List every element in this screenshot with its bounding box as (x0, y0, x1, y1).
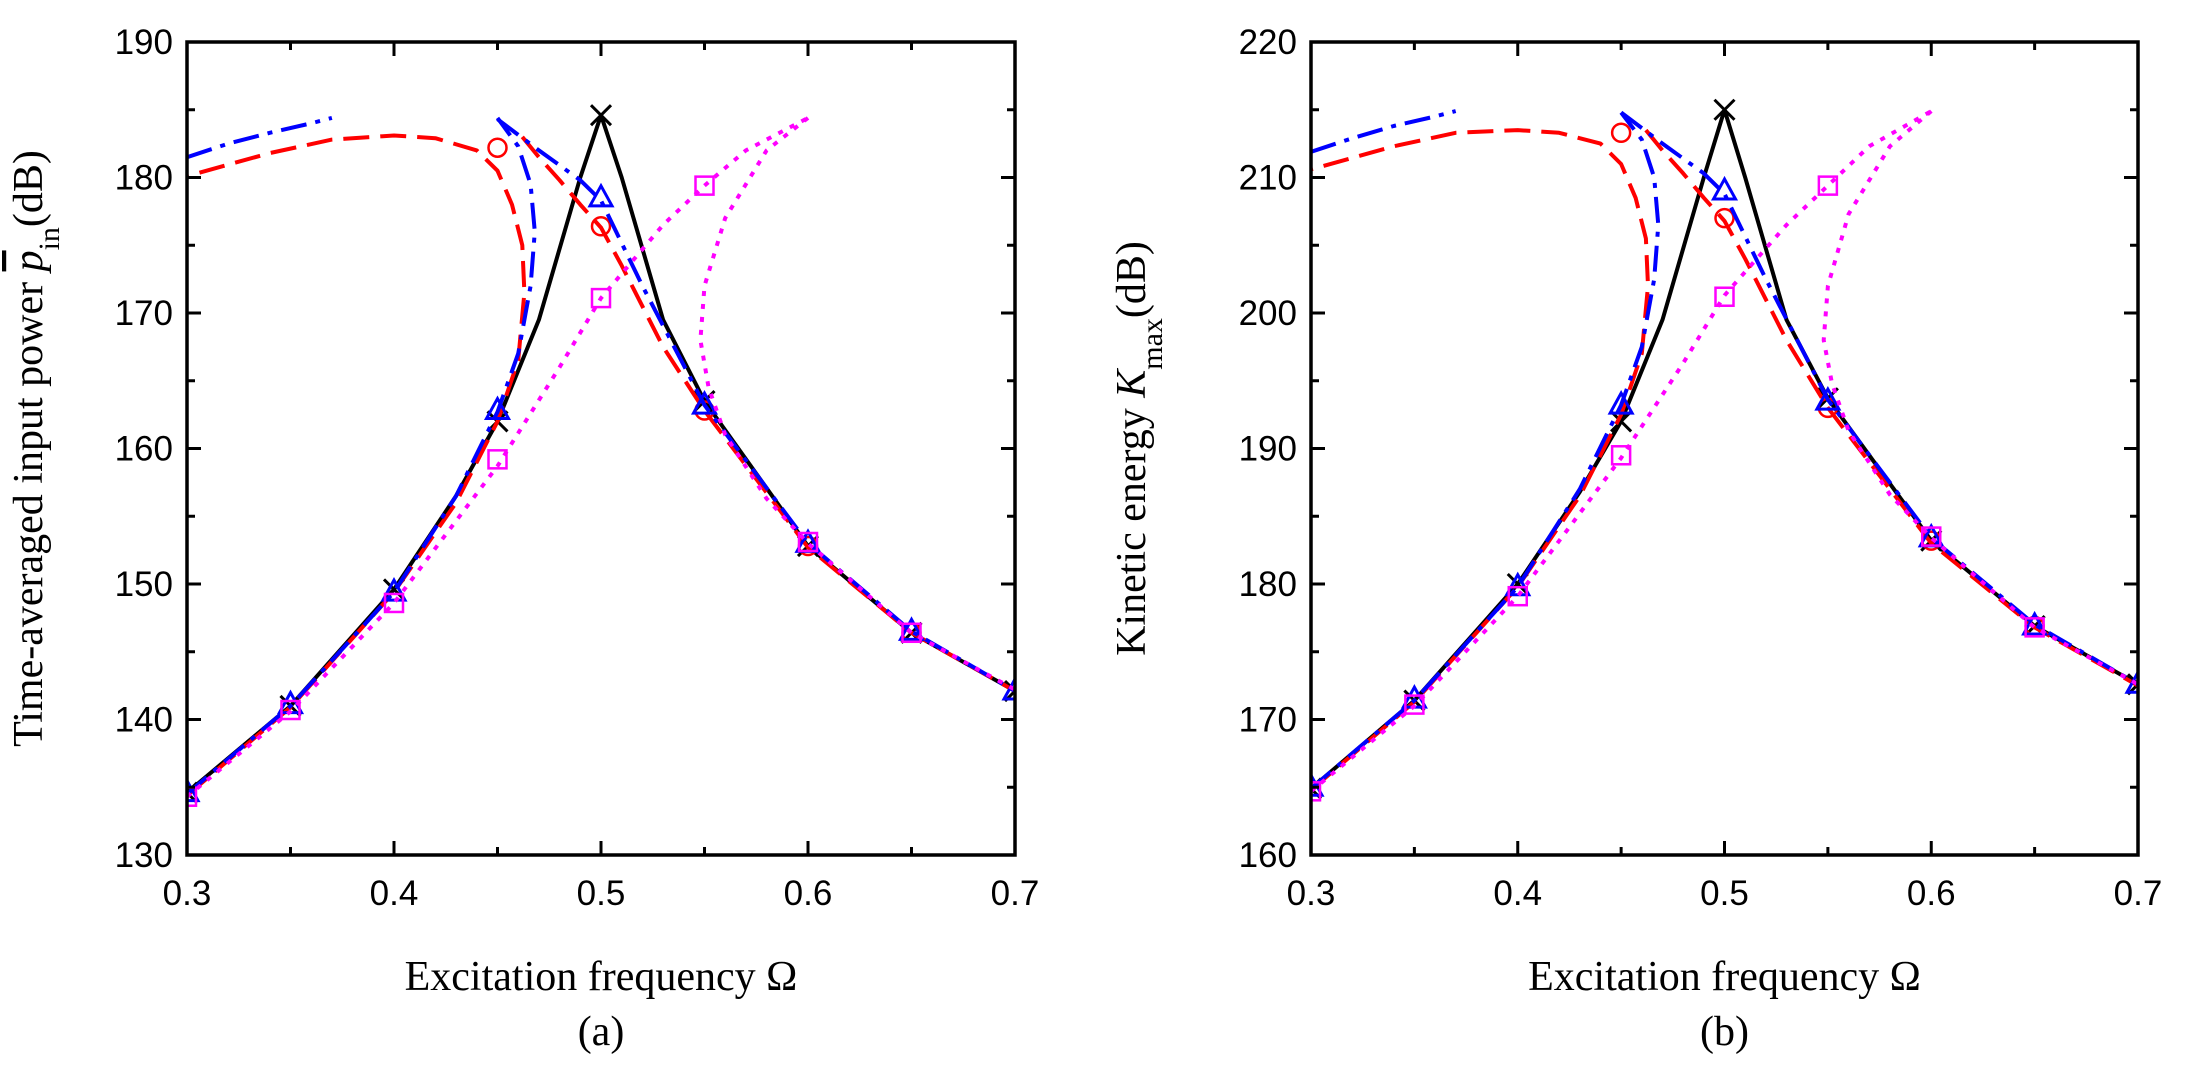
y-tick-label: 180 (1239, 565, 1297, 604)
series-1-line-2 (1644, 128, 2138, 688)
x-tick-label: 0.5 (1700, 874, 1749, 913)
series-2-marker (2021, 610, 2049, 636)
series-2-marker (1311, 772, 1325, 797)
panel-label: (a) (578, 1009, 625, 1055)
x-axis-title: Excitation frequency Ω (405, 954, 798, 1000)
y-axis-title-prefix: Time-averaged input power (6, 271, 52, 747)
x-tick-label: 0.3 (1287, 874, 1336, 913)
series-2-line-3 (496, 117, 1015, 693)
y-tick-label: 150 (115, 565, 173, 604)
y-tick-label: 170 (115, 294, 173, 333)
y-tick-label: 160 (1239, 836, 1297, 875)
series-3-line-2 (1821, 109, 2138, 687)
series-3-marker (1404, 694, 1425, 715)
series-3-line-2 (698, 116, 1015, 692)
series-0-line (1311, 107, 2138, 791)
series-1-marker (487, 137, 508, 158)
y-tick-label: 190 (1239, 430, 1297, 469)
series-3-marker (1507, 585, 1528, 607)
series-2-marker (187, 777, 201, 803)
series-3-line (187, 116, 809, 799)
plot-frame (185, 40, 1017, 857)
series-2-line-2 (1311, 109, 1457, 154)
series-2-line-2 (187, 115, 333, 160)
series-3-marker (590, 287, 612, 309)
x-tick-label: 0.4 (370, 874, 419, 913)
y-tick-label: 130 (115, 836, 173, 875)
series-2-line (1311, 111, 1661, 791)
y-axis-title-prefix: Kinetic energy (1109, 398, 1155, 656)
y-tick-label: 140 (115, 701, 173, 740)
series-3-marker (1817, 175, 1839, 196)
y-axis-title: Kinetic energy Kmax(dB) (1109, 241, 1169, 656)
y-tick-label: 160 (115, 430, 173, 469)
series-3-marker (1714, 286, 1735, 307)
series-3-marker (797, 531, 819, 553)
y-axis-title-suffix: (dB) (1109, 241, 1155, 318)
x-tick-label: 0.5 (577, 874, 626, 913)
series-1-marker (590, 216, 612, 237)
y-axis-title-suffix: (dB) (6, 150, 52, 227)
y-axis-title-symbol: p (6, 250, 52, 274)
x-tick-label: 0.3 (163, 874, 212, 913)
y-tick-label: 210 (1239, 159, 1297, 198)
series-3-marker (901, 622, 922, 644)
x-tick-label: 0.6 (1907, 874, 1956, 913)
plot-area (187, 104, 1015, 807)
chart-panel-b: 0.3 0.4 0.5 0.6 0.7 160 170 180 190 200 210 220 Exci… (1109, 23, 2162, 1055)
y-axis-title-subscript: max (1136, 318, 1169, 370)
series-3-marker (694, 175, 715, 196)
series-2-marker (1710, 175, 1739, 201)
plot-area (1311, 98, 2138, 802)
y-tick-label: 220 (1239, 23, 1297, 62)
series-3-marker (187, 786, 198, 807)
x-tick-label: 0.7 (991, 874, 1040, 913)
series-3-marker (1610, 445, 1632, 466)
plot-frame (1309, 40, 2140, 857)
series-3-marker (1311, 781, 1322, 802)
x-axis-title: Excitation frequency Ω (1528, 954, 1921, 1000)
y-tick-label: 170 (1239, 701, 1297, 740)
series-3-marker (1921, 526, 1942, 547)
series-0-marker (1713, 98, 1736, 121)
series-0-marker (589, 104, 613, 127)
y-axis-title-subscript: in (33, 227, 66, 250)
series-2-marker (587, 182, 615, 208)
y-tick-label: 180 (115, 159, 173, 198)
series-2-marker (483, 395, 512, 421)
y-tick-label: 190 (115, 23, 173, 62)
series-3-marker (487, 449, 508, 470)
y-axis-title: Time-averaged input power pin(dB) (6, 150, 66, 747)
series-0-marker (1610, 410, 1633, 433)
y-tick-label: 200 (1239, 294, 1297, 333)
series-2-marker (897, 616, 926, 641)
series-2-marker (1814, 385, 1842, 411)
series-2-marker (1607, 390, 1635, 415)
series-2-marker (690, 390, 719, 415)
x-tick-label: 0.7 (2114, 874, 2163, 913)
series-1-marker (1714, 207, 1735, 229)
series-3-marker (2024, 617, 2045, 638)
y-axis-title-symbol: K (1109, 368, 1155, 399)
series-1-marker (1610, 122, 1632, 144)
series-1-line-2 (520, 135, 1015, 693)
x-tick-label: 0.4 (1493, 874, 1542, 913)
x-tick-label: 0.6 (784, 874, 833, 913)
series-3-line (1311, 109, 1933, 793)
chart-panel-a: 0.3 0.4 0.5 0.6 0.7 130 140 150 160 170 180 190 Exci… (6, 23, 1039, 1055)
series-2-marker (1001, 675, 1015, 701)
series-3-marker (383, 592, 405, 614)
panel-label: (b) (1700, 1009, 1749, 1055)
series-2-line-3 (1619, 110, 2138, 687)
series-3-marker (280, 699, 301, 721)
series-2-line (187, 116, 537, 796)
